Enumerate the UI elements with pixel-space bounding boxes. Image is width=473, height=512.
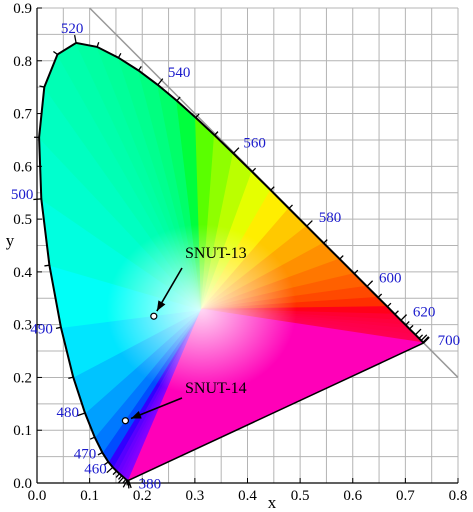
wavelength-tick	[409, 324, 414, 330]
wavelength-tick	[270, 186, 275, 191]
wavelength-tick	[405, 321, 410, 326]
wavelength-tick	[117, 52, 122, 58]
wavelength-tick	[394, 310, 399, 315]
wavelength-label-520: 520	[61, 21, 84, 37]
line-of-purples	[128, 342, 424, 482]
x-tick-label: 0.3	[186, 488, 205, 504]
wavelength-tick	[414, 328, 422, 336]
wavelength-label-500: 500	[11, 187, 34, 203]
wavelength-tick	[423, 336, 430, 344]
wavelength-tick	[232, 147, 240, 154]
wavelength-tick	[39, 85, 45, 88]
y-tick-label: 0.3	[13, 318, 32, 334]
x-tick-label: 0.4	[238, 488, 257, 504]
x-tick-label: 0.8	[449, 488, 468, 504]
wavelength-tick	[115, 473, 120, 478]
wavelength-label-620: 620	[413, 304, 436, 320]
y-tick-label: 0.5	[13, 212, 32, 228]
arrow-head	[131, 411, 142, 419]
wavelength-label-540: 540	[168, 65, 191, 81]
wavelength-tick	[97, 451, 103, 456]
y-axis-label: y	[6, 231, 15, 250]
wavelength-tick	[323, 239, 328, 244]
arrow-head	[156, 300, 166, 311]
wavelength-tick	[117, 475, 123, 480]
wavelength-tick	[77, 412, 86, 417]
wavelength-tick	[122, 478, 127, 484]
x-tick-label: 0.7	[396, 488, 415, 504]
wavelength-tick	[117, 476, 125, 484]
x-tick-label: 0.1	[80, 488, 99, 504]
wavelength-tick	[96, 42, 100, 48]
wavelength-tick	[251, 167, 257, 173]
wavelength-tick	[418, 334, 424, 339]
wavelength-tick	[33, 198, 42, 201]
wavelength-label-600: 600	[379, 270, 402, 286]
wavelength-tick	[73, 34, 77, 44]
x-tick-label: 0.2	[133, 488, 152, 504]
wavelength-tick	[106, 466, 114, 474]
wavelength-tick	[422, 336, 430, 343]
wavelength-tick	[89, 436, 95, 440]
wavelength-tick	[53, 50, 58, 55]
data-points: SNUT-13 SNUT-14	[121, 245, 247, 425]
wavelength-label-580: 580	[319, 210, 342, 226]
x-tick-label: 0.5	[291, 488, 310, 504]
gamut-fill	[39, 42, 424, 481]
wavelength-label-560: 560	[243, 135, 266, 151]
wavelength-tick	[306, 220, 313, 227]
wavelength-tick	[386, 302, 392, 308]
wavelength-label-490: 490	[30, 321, 53, 337]
wavelength-label-480: 480	[57, 405, 80, 421]
y-tick-label: 0.2	[13, 370, 32, 386]
wavelength-tick	[400, 314, 408, 321]
wavelength-tick	[377, 293, 383, 298]
y-tick-label: 0.6	[13, 159, 32, 175]
wavelength-tick	[122, 479, 128, 488]
wavelength-tick	[353, 269, 359, 275]
y-tick-label: 0.9	[13, 1, 32, 17]
x-tick-label: 0.6	[343, 488, 362, 504]
wavelength-tick	[157, 78, 164, 86]
wavelength-tick	[137, 66, 142, 71]
annotation-label-snut-13: SNUT-13	[185, 245, 247, 262]
x-axis-label: x	[268, 493, 277, 512]
wavelength-tick	[288, 204, 293, 209]
wavelength-tick	[195, 113, 200, 119]
y-tick-label: 0.8	[13, 54, 32, 70]
y-tick-label: 0.0	[13, 476, 32, 492]
wavelength-label-470: 470	[74, 446, 97, 462]
data-point-snut-14	[121, 417, 130, 425]
wavelength-tick	[44, 264, 50, 267]
wavelength-tick	[68, 376, 74, 380]
wavelength-tick	[339, 255, 344, 260]
wavelength-tick	[214, 131, 219, 136]
white-point-glow	[106, 224, 297, 395]
axes: 0.0 0.1 0.2 0.3 0.4 0.5 0.6 0.7 0.8 0.0 0.1 0.2 0.3 0…	[13, 1, 467, 504]
wavelength-tick	[366, 280, 374, 287]
x-tick-label: 0.0	[28, 488, 47, 504]
wavelength-tick	[112, 470, 117, 476]
spectral-locus	[33, 34, 430, 489]
wavelength-tick	[55, 326, 62, 329]
wavelength-label-700: 700	[438, 333, 461, 349]
wavelength-tick	[420, 334, 428, 341]
wavelength-tick	[176, 96, 181, 102]
y-tick-label: 0.1	[13, 423, 32, 439]
wavelength-tick	[127, 480, 130, 489]
wavelength-tick	[103, 461, 109, 466]
wavelength-tick	[126, 480, 129, 486]
annotation-label-snut-14: SNUT-14	[185, 380, 247, 397]
wavelength-label-380: 380	[139, 476, 162, 492]
y-tick-label: 0.7	[13, 107, 32, 123]
y-tick-label: 0.4	[13, 265, 32, 281]
wavelength-label-460: 460	[84, 461, 107, 477]
data-point-snut-13	[150, 312, 158, 320]
